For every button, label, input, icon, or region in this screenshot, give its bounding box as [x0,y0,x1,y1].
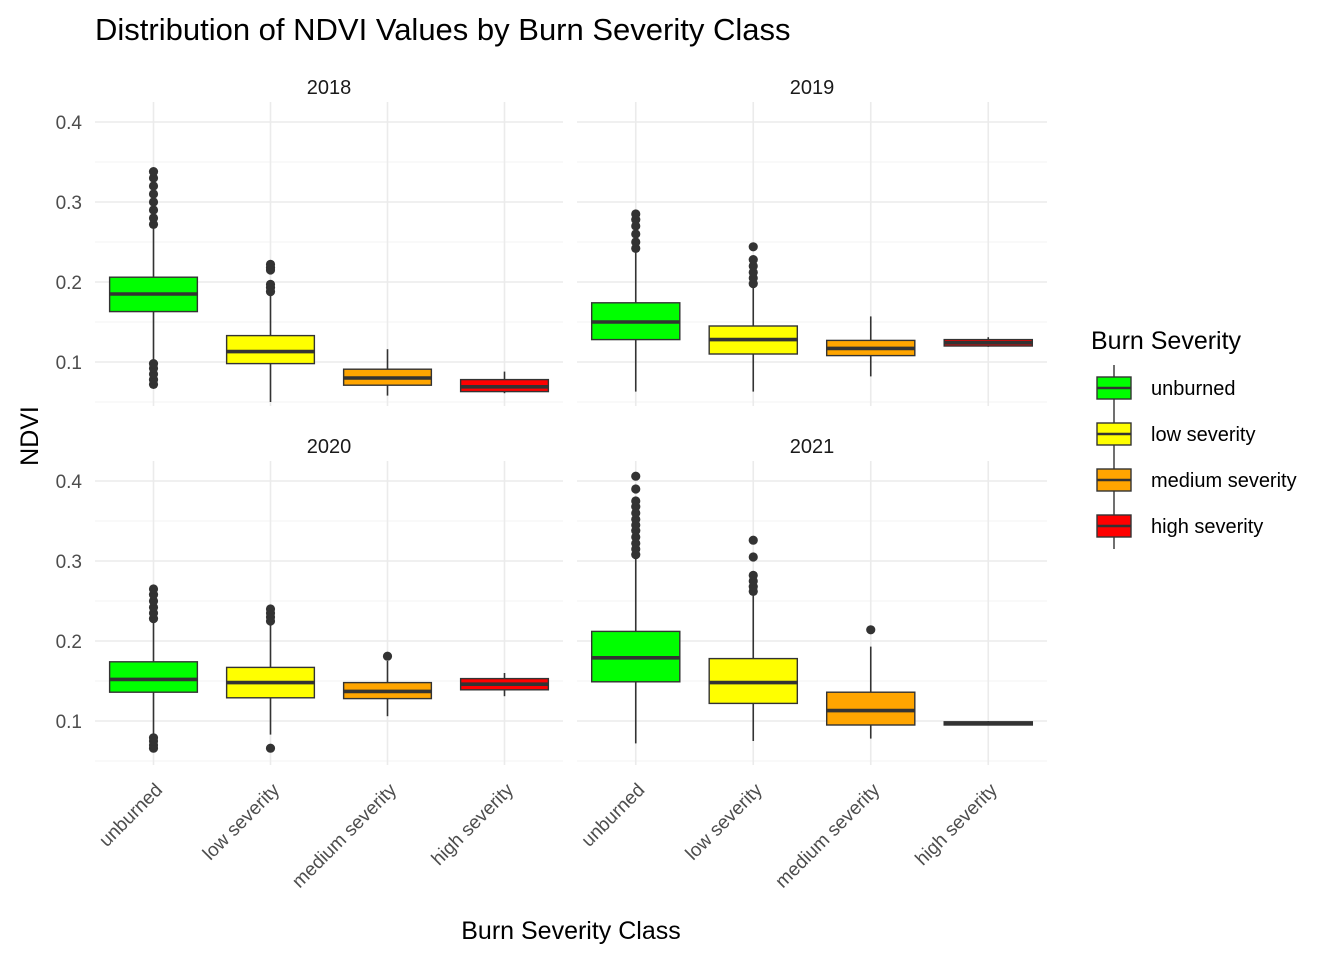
outlier-point [148,602,159,613]
outlier-point [148,596,159,606]
x-tick-label: unburned [578,780,650,852]
facet-2020: 2020 0.1 0.2 0.3 0.4 unburned low severity medi… [56,436,563,892]
outlier-point [631,229,641,239]
x-tick-label: low severity [199,779,284,864]
legend-title: Burn Severity [1091,327,1242,355]
box-high-severity [459,673,550,697]
box-low-severity [708,242,799,392]
outlier-point [148,181,159,191]
outlier-point [148,359,159,369]
outlier-point [148,167,159,177]
facet-label: 2021 [790,436,835,458]
outlier-point [631,496,641,506]
y-tick-label: 0.4 [56,113,83,134]
outlier-point [148,584,159,594]
outlier-point [866,625,876,635]
facet-2019: 2019 [577,77,1047,406]
y-tick-label: 0.4 [56,472,83,493]
legend-label: low severity [1151,424,1255,446]
facet-2021: 2021 unburned low severity medium severity h… [577,436,1047,892]
facet-label: 2018 [307,77,352,99]
x-tick-label: unburned [95,780,167,852]
y-tick-label: 0.2 [56,632,82,653]
outlier-point [748,242,758,252]
outlier-point [265,604,276,614]
box-low-severity [225,604,316,753]
outlier-point [265,259,276,269]
legend-label: high severity [1151,516,1263,538]
outlier-point [148,173,159,183]
outlier-point [631,209,641,219]
outlier-point [265,743,276,753]
outlier-point [748,261,758,271]
outlier-point [148,205,159,215]
box-iqr [225,334,316,365]
outlier-point [748,535,758,545]
y-tick-label: 0.1 [56,712,82,733]
y-axis-title: NDVI [16,406,44,466]
box-low-severity [708,535,799,741]
box-medium-severity [825,316,916,377]
x-tick-label: high severity [428,779,519,870]
box-high-severity [943,721,1034,726]
outlier-point [631,221,641,231]
facet-panels: 2018 0.1 0.2 0.3 0.4 2019 2020 0.1 0.2 0.3 0.4 unbu… [56,77,1047,892]
outlier-point [748,267,758,277]
box-high-severity [459,371,550,394]
outlier-point [148,197,159,207]
outlier-point [382,651,393,661]
outlier-point [748,255,758,265]
facet-label: 2020 [307,436,352,458]
box-unburned [590,209,681,392]
legend-label: unburned [1151,378,1236,400]
outlier-point [631,532,641,542]
facet-2018: 2018 0.1 0.2 0.3 0.4 [56,77,563,406]
legend-item-high-severity: high severity [1096,503,1263,549]
box-medium-severity [342,349,433,396]
legend-item-unburned: unburned [1096,365,1236,411]
x-tick-label: low severity [682,779,767,864]
y-tick-label: 0.1 [56,353,82,374]
legend: Burn Severity unburned low severity medium… [1091,327,1297,549]
outlier-point [631,237,641,247]
box-unburned [108,584,199,753]
outlier-point [631,508,641,518]
outlier-point [631,538,641,549]
outlier-point [631,243,641,253]
box-unburned [108,167,199,389]
facet-label: 2019 [790,77,835,99]
legend-item-medium-severity: medium severity [1096,457,1297,503]
legend-label: medium severity [1151,470,1297,492]
outlier-point [748,552,758,562]
x-tick-label: medium severity [772,779,885,892]
outlier-point [148,733,159,743]
outlier-point [148,219,159,229]
outlier-point [631,471,641,481]
legend-items: unburned low severity medium severity high … [1096,365,1297,549]
outlier-point [265,279,276,289]
x-tick-label: medium severity [288,779,401,892]
legend-item-low-severity: low severity [1096,411,1255,457]
outlier-point [631,484,641,494]
y-tick-label: 0.2 [56,273,82,294]
x-axis-title: Burn Severity Class [461,917,681,945]
box-medium-severity [825,625,916,739]
y-tick-label: 0.3 [56,193,82,214]
box-high-severity [943,337,1034,347]
x-tick-label: high severity [912,779,1003,870]
outlier-point [748,570,758,581]
box-unburned [590,471,681,744]
box-iqr [108,661,199,693]
outlier-point [148,189,159,199]
box-iqr [825,691,916,726]
outlier-point [631,514,641,525]
y-tick-label: 0.3 [56,552,82,573]
box-low-severity [225,259,316,402]
box-medium-severity [342,651,433,717]
chart-title: Distribution of NDVI Values by Burn Seve… [95,12,790,47]
outlier-point [148,213,159,223]
